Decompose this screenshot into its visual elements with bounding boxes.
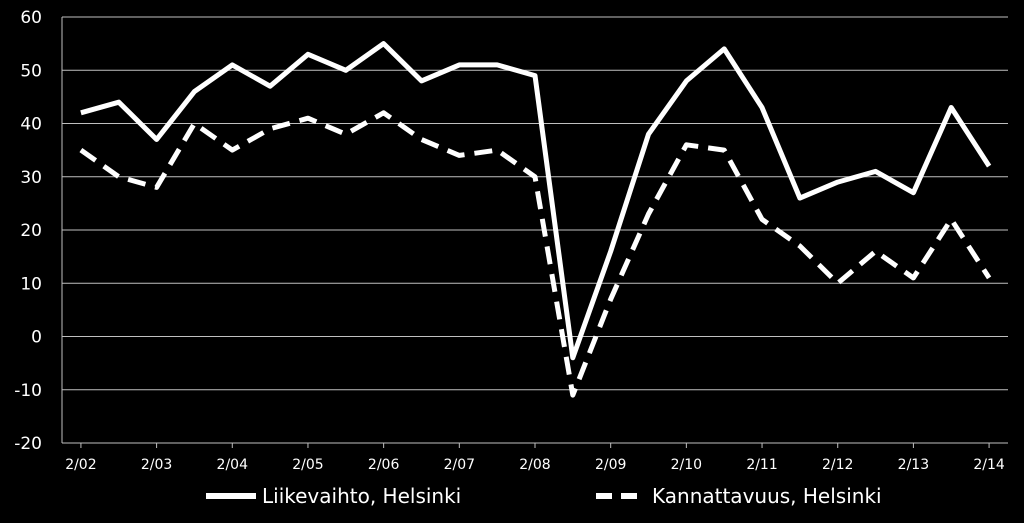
- y-tick-label: -10: [14, 381, 42, 401]
- x-tick-label: 2/07: [444, 457, 475, 473]
- x-tick-label: 2/09: [595, 457, 626, 473]
- legend-swatch-dashed: [596, 493, 646, 499]
- series-line-kannattavuus: [79, 110, 992, 398]
- x-tick-label: 2/14: [973, 457, 1005, 473]
- x-axis: 2/02 2/03 2/04 2/05 2/06 2/07 2/08 2/09 2/10 2/11…: [62, 442, 1008, 473]
- legend-item-kannattavuus: Kannattavuus, Helsinki: [594, 484, 882, 508]
- y-tick-label: 0: [31, 328, 42, 348]
- y-tick-label: 10: [20, 274, 42, 294]
- y-tick-label: 50: [20, 61, 42, 81]
- series-lines: [79, 41, 992, 398]
- x-tick-label: 2/06: [368, 457, 400, 473]
- x-tick-label: 2/12: [822, 457, 853, 473]
- x-tick-label: 2/10: [671, 457, 702, 473]
- x-tick-label: 2/11: [746, 457, 777, 473]
- y-tick-label: 40: [20, 115, 42, 135]
- legend-item-liikevaihto: Liikevaihto, Helsinki: [204, 484, 461, 508]
- y-tick-label: 20: [20, 221, 42, 241]
- x-tick-label: 2/13: [898, 457, 929, 473]
- legend-swatch-solid: [206, 493, 256, 499]
- y-axis: 60 50 40 30 20 10 0 -10 -20: [14, 8, 63, 454]
- y-tick-label: -20: [14, 434, 42, 454]
- x-tick-label: 2/04: [217, 457, 249, 473]
- x-tick-label: 2/03: [141, 457, 172, 473]
- y-tick-label: 30: [20, 168, 42, 188]
- legend-label-liikevaihto: Liikevaihto, Helsinki: [262, 484, 462, 508]
- x-tick-label: 2/08: [519, 457, 550, 473]
- x-tick-label: 2/05: [292, 457, 323, 473]
- y-tick-label: 60: [20, 8, 42, 28]
- legend-label-kannattavuus: Kannattavuus, Helsinki: [652, 484, 882, 508]
- series-line-liikevaihto: [80, 41, 992, 361]
- x-tick-label: 2/02: [65, 457, 96, 473]
